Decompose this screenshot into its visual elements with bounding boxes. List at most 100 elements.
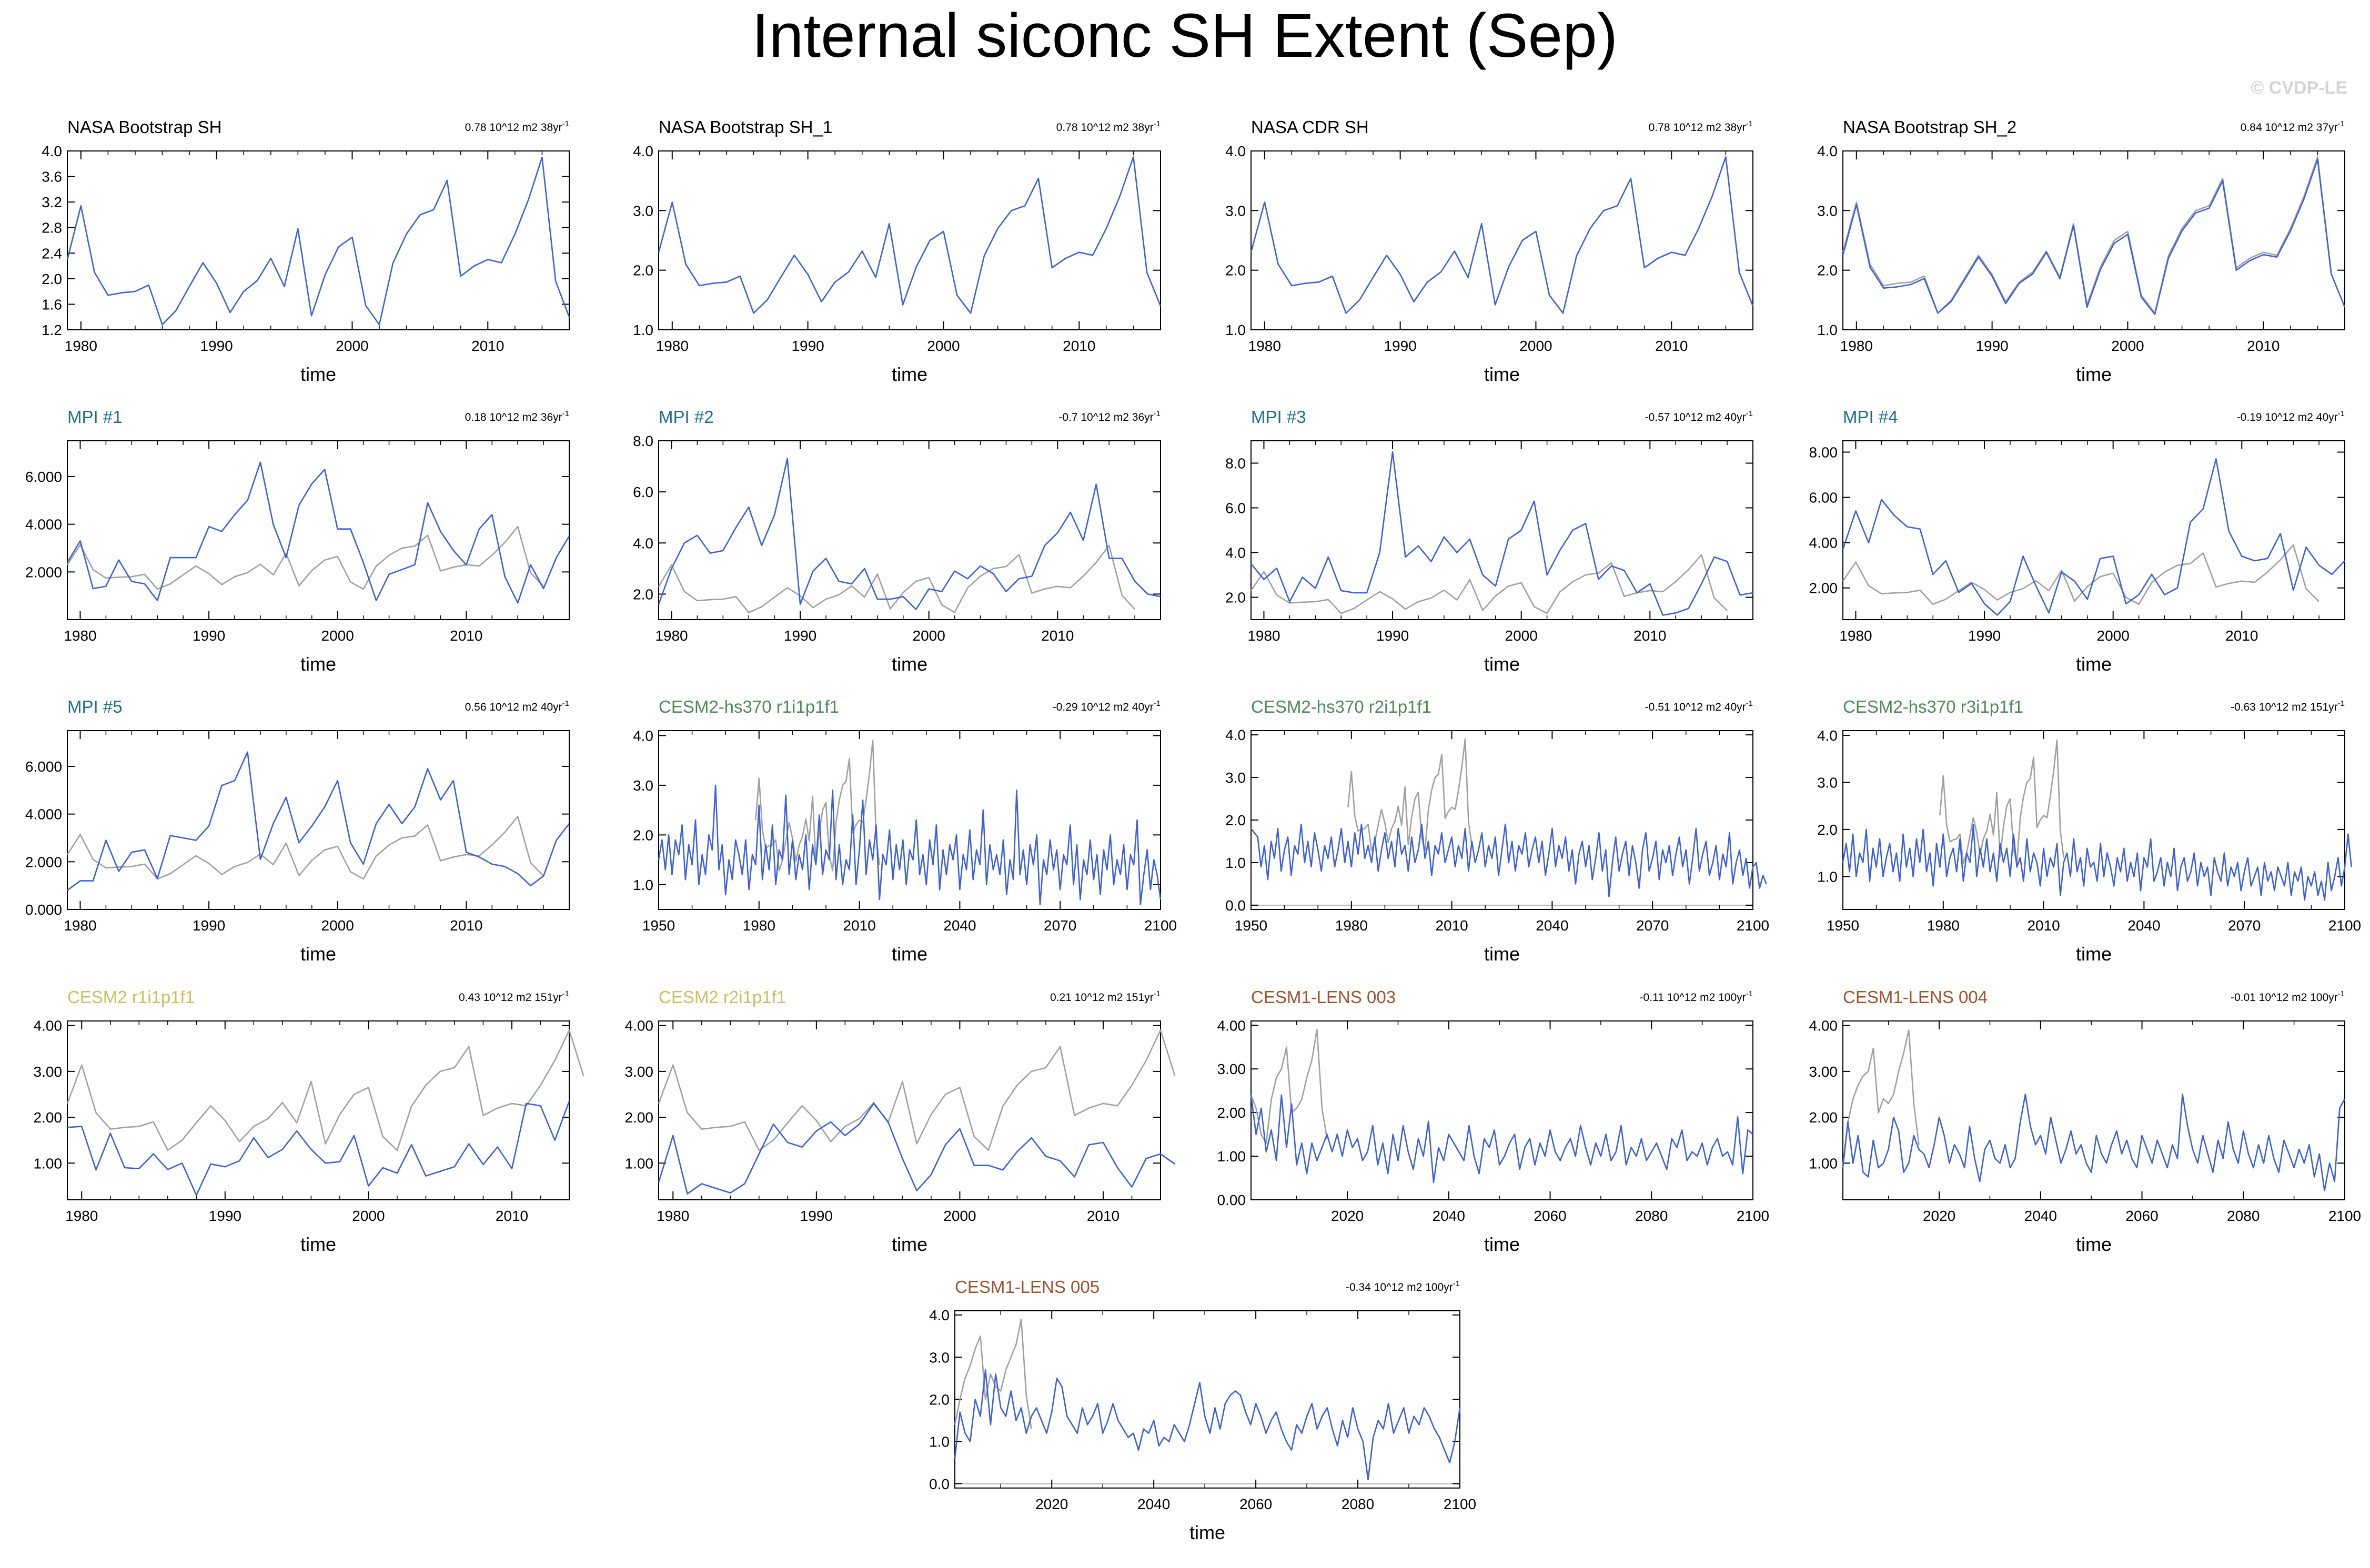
y-tick-label: 2.0 <box>1225 262 1246 279</box>
obs-series-line <box>658 544 1136 613</box>
y-tick-label: 1.00 <box>34 1155 63 1171</box>
x-tick-label: 1990 <box>784 628 816 644</box>
x-tick-label: 2020 <box>1035 1496 1068 1512</box>
plot-frame <box>658 730 1161 910</box>
x-tick-label: 2080 <box>1342 1496 1374 1512</box>
plot-frame <box>67 1020 570 1200</box>
y-tick-label: 1.0 <box>633 877 653 893</box>
model-series-line <box>954 1369 1461 1481</box>
x-tick-label: 2000 <box>913 628 945 644</box>
panel-p05: 2.000 4.000 6.000 1980 1990 2000 2010 time MPI #… <box>25 407 570 675</box>
x-tick-label: 1990 <box>1975 338 2008 354</box>
x-tick-label: 2000 <box>2111 338 2144 354</box>
y-tick-label: 3.00 <box>1217 1061 1246 1077</box>
x-tick-label: 2010 <box>2027 917 2060 934</box>
y-tick-label: 2.0 <box>1225 590 1246 606</box>
y-tick-label: 1.0 <box>1225 855 1246 871</box>
y-tick-label: 2.0 <box>633 262 653 279</box>
trend-label: -0.19 10^12 m2 40yr-1 <box>2237 409 2345 423</box>
y-tick-label: 1.00 <box>1217 1148 1246 1165</box>
y-tick-label: 4.0 <box>633 727 653 744</box>
y-tick-label: 6.00 <box>1809 490 1838 506</box>
y-tick-label: 1.00 <box>1809 1155 1838 1171</box>
trend-label: 0.84 10^12 m2 37yr-1 <box>2241 119 2345 134</box>
panel-title: CESM2-hs370 r2i1p1f1 <box>1251 697 1431 716</box>
x-axis-label: time <box>1484 363 1520 385</box>
x-tick-label: 2070 <box>2228 917 2261 934</box>
x-tick-label: 1950 <box>1235 917 1267 934</box>
panel-p08: 2.00 4.00 6.00 8.00 1980 1990 2000 2010 time MPI … <box>1809 407 2345 675</box>
x-tick-label: 2040 <box>1536 917 1568 934</box>
plot-frame <box>1250 730 1753 910</box>
panel-p13: 1.00 2.00 3.00 4.00 1980 1990 2000 2010 time CESM… <box>34 987 584 1255</box>
x-axis-label: time <box>892 653 927 675</box>
x-tick-label: 2010 <box>1633 628 1666 644</box>
x-tick-label: 2000 <box>321 628 354 644</box>
panel-p11: 0.0 1.0 2.0 3.0 4.0 1950 1980 2010 2040 2070 2100 t… <box>1225 697 1769 965</box>
x-axis-label: time <box>1189 1522 1225 1543</box>
y-tick-label: 2.00 <box>1217 1105 1246 1121</box>
x-tick-label: 1980 <box>64 628 96 644</box>
x-tick-label: 1990 <box>193 628 225 644</box>
y-tick-label: 0.0 <box>929 1476 950 1492</box>
x-tick-label: 2020 <box>1331 1208 1364 1224</box>
x-tick-label: 1980 <box>65 338 97 354</box>
y-tick-label: 1.0 <box>1817 322 1838 338</box>
x-tick-label: 2040 <box>1137 1496 1170 1512</box>
x-axis-label: time <box>2076 653 2112 675</box>
obs-series-line <box>1250 554 1728 614</box>
x-tick-label: 1980 <box>1247 628 1280 644</box>
y-tick-label: 6.000 <box>25 758 62 775</box>
trend-label: 0.78 10^12 m2 38yr-1 <box>1056 119 1161 134</box>
panel-title: CESM1-LENS 003 <box>1251 987 1396 1007</box>
y-tick-label: 1.2 <box>42 322 62 338</box>
y-tick-label: 2.000 <box>25 564 62 580</box>
panel-title: MPI #1 <box>67 407 123 427</box>
plot-frame <box>1842 730 2345 910</box>
model-series-line <box>1250 156 1754 314</box>
panel-title: NASA Bootstrap SH_2 <box>1843 117 2016 137</box>
x-tick-label: 1980 <box>657 1208 689 1224</box>
x-tick-label: 2000 <box>943 1208 976 1224</box>
y-tick-label: 4.0 <box>1225 545 1246 561</box>
x-tick-label: 1980 <box>64 917 96 934</box>
y-tick-label: 4.000 <box>25 517 62 533</box>
trend-label: 0.43 10^12 m2 151yr-1 <box>459 989 569 1004</box>
x-tick-label: 1980 <box>65 1208 98 1224</box>
panel-p03: 1.0 2.0 3.0 4.0 1980 1990 2000 2010 time NASA CDR… <box>1225 117 1754 385</box>
x-tick-label: 2010 <box>843 917 875 934</box>
x-tick-label: 1980 <box>656 338 689 354</box>
obs-series-line <box>954 1318 1032 1429</box>
panel-p17: 0.0 1.0 2.0 3.0 4.0 2020 2040 2060 2080 2100 time C… <box>929 1277 1476 1543</box>
x-tick-label: 2000 <box>336 338 368 354</box>
x-tick-label: 1990 <box>193 917 225 934</box>
x-tick-label: 2080 <box>1635 1208 1668 1224</box>
plot-frame <box>1250 1020 1753 1200</box>
watermark: © CVDP-LE <box>2251 78 2347 98</box>
panel-title: NASA CDR SH <box>1251 117 1369 137</box>
plot-frame <box>1842 1020 2345 1200</box>
x-axis-label: time <box>300 943 336 965</box>
x-tick-label: 1950 <box>1827 917 1859 934</box>
panel-title: MPI #4 <box>1843 407 1898 427</box>
obs-series-line <box>66 525 544 590</box>
panel-title: MPI #5 <box>67 697 123 716</box>
panel-p16: 1.00 2.00 3.00 4.00 2020 2040 2060 2080 2100 time… <box>1809 987 2362 1255</box>
y-tick-label: 8.0 <box>1225 456 1246 472</box>
trend-label: -0.11 10^12 m2 100yr-1 <box>1640 989 1753 1004</box>
y-tick-label: 4.0 <box>1817 727 1838 744</box>
plot-frame <box>1250 150 1753 330</box>
trend-label: -0.34 10^12 m2 100yr-1 <box>1346 1279 1460 1293</box>
x-tick-label: 2000 <box>1505 628 1538 644</box>
y-tick-label: 4.0 <box>633 143 653 159</box>
x-axis-label: time <box>300 1233 336 1255</box>
panel-p09: 0.000 2.000 4.000 6.000 1980 1990 2000 2010 time… <box>25 697 570 965</box>
model-series-line <box>658 156 1162 314</box>
trend-label: 0.78 10^12 m2 38yr-1 <box>1649 119 1753 134</box>
plot-frame <box>67 150 570 330</box>
y-tick-label: 3.0 <box>633 777 653 794</box>
y-tick-label: 6.000 <box>25 469 62 485</box>
x-axis-label: time <box>2076 1233 2112 1255</box>
trend-label: -0.01 10^12 m2 100yr-1 <box>2231 989 2345 1004</box>
y-tick-label: 2.00 <box>625 1109 654 1126</box>
